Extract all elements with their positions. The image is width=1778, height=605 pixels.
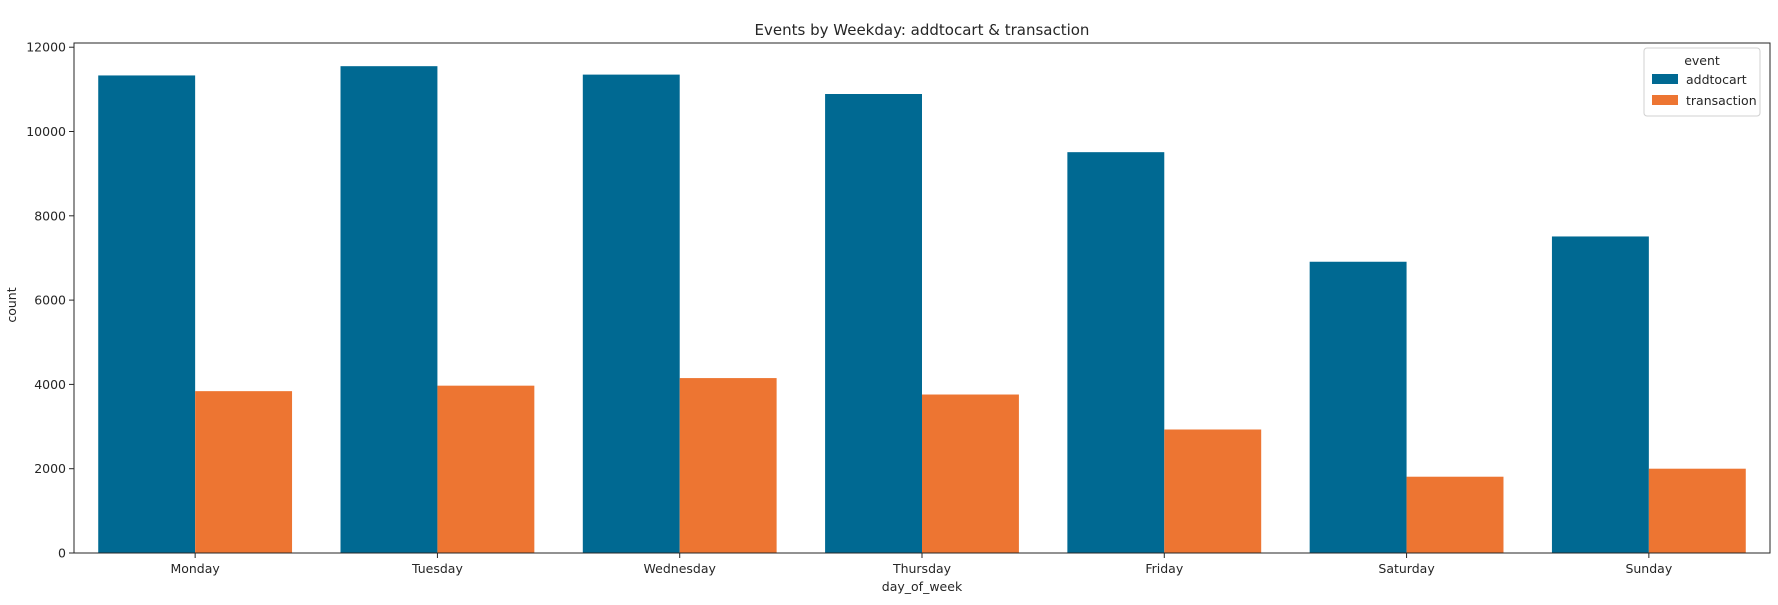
y-tick-label: 10000 (26, 124, 66, 139)
x-tick-label: Tuesday (411, 561, 463, 576)
legend-swatch-addtocart (1652, 74, 1678, 84)
y-tick-label: 4000 (34, 377, 66, 392)
bar-transaction-monday (195, 391, 293, 553)
legend: event addtocart transaction (1643, 47, 1761, 117)
bar-addtocart-thursday (825, 94, 922, 553)
bar-transaction-saturday (1406, 476, 1504, 553)
bar-addtocart-monday (98, 75, 196, 553)
legend-label-addtocart: addtocart (1686, 72, 1747, 87)
plot-frame (73, 42, 1771, 554)
x-tick-label: Sunday (1625, 561, 1672, 576)
legend-label-transaction: transaction (1686, 93, 1757, 108)
bar-addtocart-saturday (1309, 261, 1407, 553)
bar-transaction-tuesday (437, 385, 535, 553)
y-tick-label: 12000 (26, 40, 66, 55)
y-tick-label: 2000 (34, 461, 66, 476)
x-tick-label: Monday (170, 561, 220, 576)
x-tick-label: Wednesday (644, 561, 717, 576)
legend-title: event (1684, 53, 1720, 68)
bar-transaction-thursday (922, 394, 1019, 553)
x-tick-label: Saturday (1378, 561, 1435, 576)
bar-addtocart-tuesday (340, 66, 438, 554)
bar-transaction-sunday (1648, 468, 1746, 553)
bars-layer (98, 66, 1746, 554)
bar-addtocart-friday (1067, 152, 1165, 554)
y-axis-label: count (4, 287, 19, 322)
y-tick-label: 6000 (34, 293, 66, 308)
bar-addtocart-sunday (1551, 236, 1649, 553)
chart-title: Events by Weekday: addtocart & transacti… (755, 21, 1090, 39)
bar-transaction-wednesday (679, 378, 777, 553)
x-tick-label: Thursday (892, 561, 952, 576)
y-tick-label: 8000 (34, 208, 66, 223)
y-tick-label: 0 (58, 546, 66, 561)
x-axis-label: day_of_week (882, 579, 963, 594)
bar-addtocart-wednesday (582, 74, 680, 554)
legend-swatch-transaction (1652, 95, 1678, 105)
x-tick-label: Friday (1145, 561, 1183, 576)
axes-layer: Monday Tuesday Wednesday Thursday Friday Satu… (26, 40, 1771, 576)
bar-transaction-friday (1164, 429, 1262, 553)
